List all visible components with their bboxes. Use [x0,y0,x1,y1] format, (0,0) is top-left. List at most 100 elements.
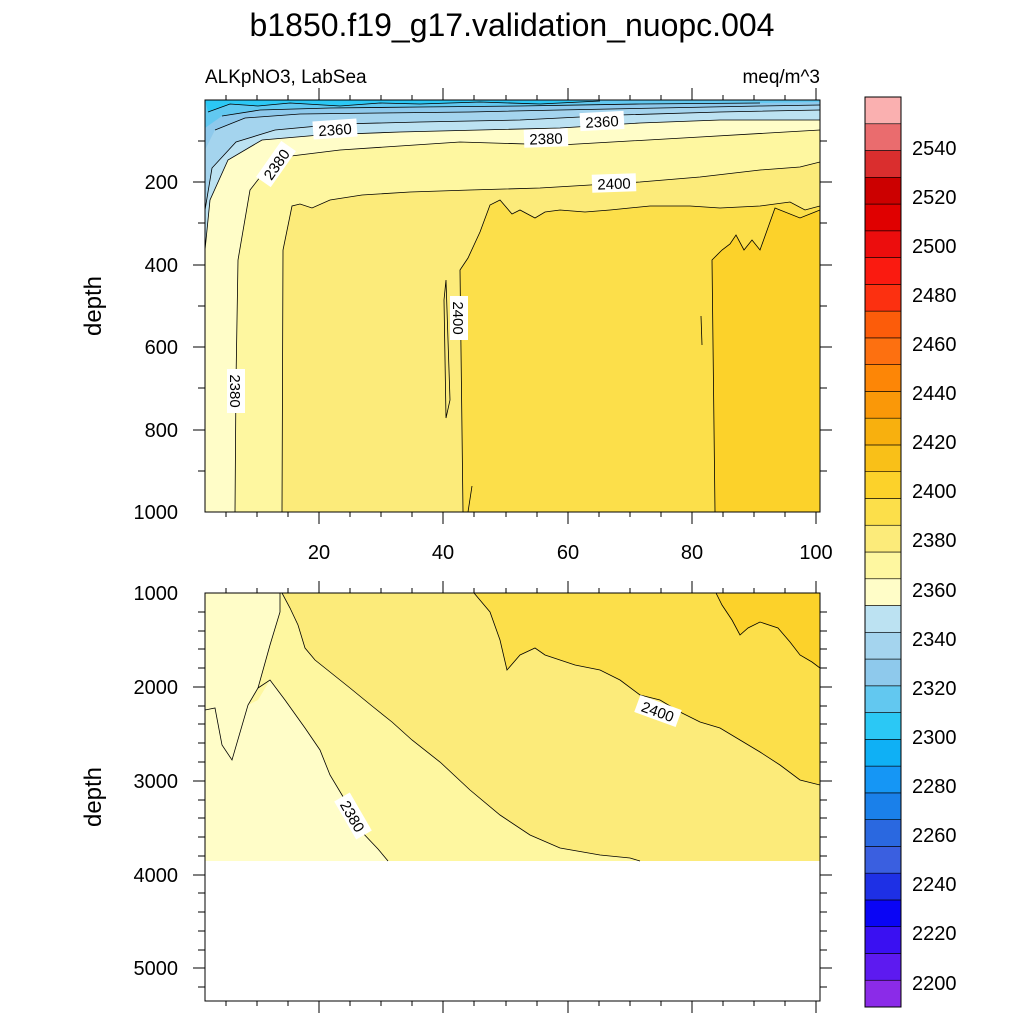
y-tick-label: 200 [145,172,178,194]
y-tick-label: 800 [145,420,178,442]
colorbar-swatch [864,257,902,285]
band-2370-2380-upper [205,593,280,861]
colorbar-label: 2540 [912,138,957,160]
y-tick-label: 3000 [134,771,179,793]
contour-label: 2360 [579,110,625,132]
colorbar-swatch [864,230,902,258]
upper-contour-field [205,100,820,512]
band-2370-2380-lower [205,680,388,861]
band-2320-2330 [205,100,600,112]
contour-label-text: 2400 [597,175,631,193]
contour-label: 2360 [312,118,358,140]
colorbar-label: 2280 [912,776,957,798]
colorbar-swatch [864,631,902,660]
colorbar-swatch [864,658,902,687]
band-2370-2380 [205,100,820,512]
colorbar-swatch [864,123,902,151]
colorbar-swatch [864,203,902,232]
colorbar-label: 2220 [912,923,957,945]
upper-y-tick-labels: 200 400 600 800 1000 [134,172,179,524]
y-tick-label: 600 [145,337,178,359]
colorbar-swatch [864,337,902,365]
y-tick-label: 4000 [134,865,179,887]
contour-label-text: 2360 [318,121,352,140]
colorbar-swatch [864,979,902,1008]
colorbar-swatch [864,846,902,874]
colorbar-label: 2480 [912,285,957,307]
contour-label-text: 2380 [226,374,243,407]
colorbar-swatch [864,176,902,205]
colorbar-swatch [864,792,902,820]
colorbar-label: 2260 [912,825,957,847]
lower-plot-frame [204,592,821,1002]
upper-y-axis-label: depth [80,276,107,336]
x-tick-label: 80 [681,542,703,564]
colorbar-label: 2520 [912,187,957,209]
x-tick-label: 100 [799,542,832,564]
colorbar-label: 2300 [912,727,957,749]
colorbar-swatch [864,284,902,312]
colorbar-frame [864,96,902,1008]
colorbar-swatch [864,444,902,473]
colorbar-swatch [864,364,902,392]
band-2330-2340 [205,100,820,128]
colorbar-swatch [864,471,902,499]
units-label: meq/m^3 [742,67,820,88]
left-subtitle: ALKpNO3, LabSea [205,67,367,88]
lower-y-tick-labels: 1000 2000 3000 4000 5000 [134,583,179,980]
colorbar-label: 2460 [912,334,957,356]
colorbar-label: 2380 [912,530,957,552]
colorbar-swatch [864,391,902,419]
colorbar-label: 2440 [912,383,957,405]
colorbar-swatch [864,417,902,446]
contour-label: 2400 [449,296,468,340]
lower-contour-lines [205,593,820,862]
x-tick-labels: 20 40 60 80 100 [308,542,833,564]
contour-label: 2380 [226,369,245,413]
colorbar-swatch [864,524,902,553]
colorbar-swatch [864,872,902,901]
colorbar-labels: 2540 2520 2500 2480 2460 2440 2420 2400 … [912,138,957,995]
contour-label-text: 2360 [585,113,619,132]
band-2400-2410 [474,593,820,785]
x-tick-label: 20 [308,542,330,564]
colorbar-swatch [864,765,902,794]
lower-contour-field [205,593,820,862]
contour-label-text: 2380 [529,130,563,148]
colorbar-swatch [864,953,902,981]
upper-ticks [193,88,832,524]
colorbar-label: 2420 [912,432,957,454]
colorbar-swatch [864,96,902,125]
band-2410-2420 [712,208,820,512]
colorbar-swatch [864,310,902,339]
y-tick-label: 1000 [134,502,179,524]
contour-label: 2400 [591,173,637,194]
colorbar-label: 2400 [912,481,957,503]
colorbar-label: 2320 [912,678,957,700]
colorbar-swatch [864,712,902,740]
y-tick-label: 1000 [134,583,179,605]
colorbar-swatch [864,819,902,847]
contour-label: 2380 [523,128,569,149]
y-tick-label: 2000 [134,677,179,699]
colorbar-swatch [864,926,902,954]
colorbar-swatch [864,739,902,767]
colorbar-label: 2500 [912,236,957,258]
y-tick-label: 5000 [134,958,179,980]
x-tick-label: 60 [557,542,579,564]
colorbar-swatch [864,605,902,633]
lower-y-axis-label: depth [80,767,107,827]
band-2340-2350 [205,100,820,150]
colorbar-swatch [864,578,902,606]
y-tick-label: 400 [145,255,178,277]
lower-ticks [193,581,832,1013]
chart-title: b1850.f19_g17.validation_nuopc.004 [250,7,775,43]
upper-contour-lines [205,100,820,512]
colorbar-swatch [864,551,902,580]
colorbar-label: 2240 [912,874,957,896]
colorbar-swatch [864,150,902,178]
colorbar-label: 2340 [912,629,957,651]
band-2410-2420 [716,593,820,668]
colorbar-swatch [864,498,902,526]
